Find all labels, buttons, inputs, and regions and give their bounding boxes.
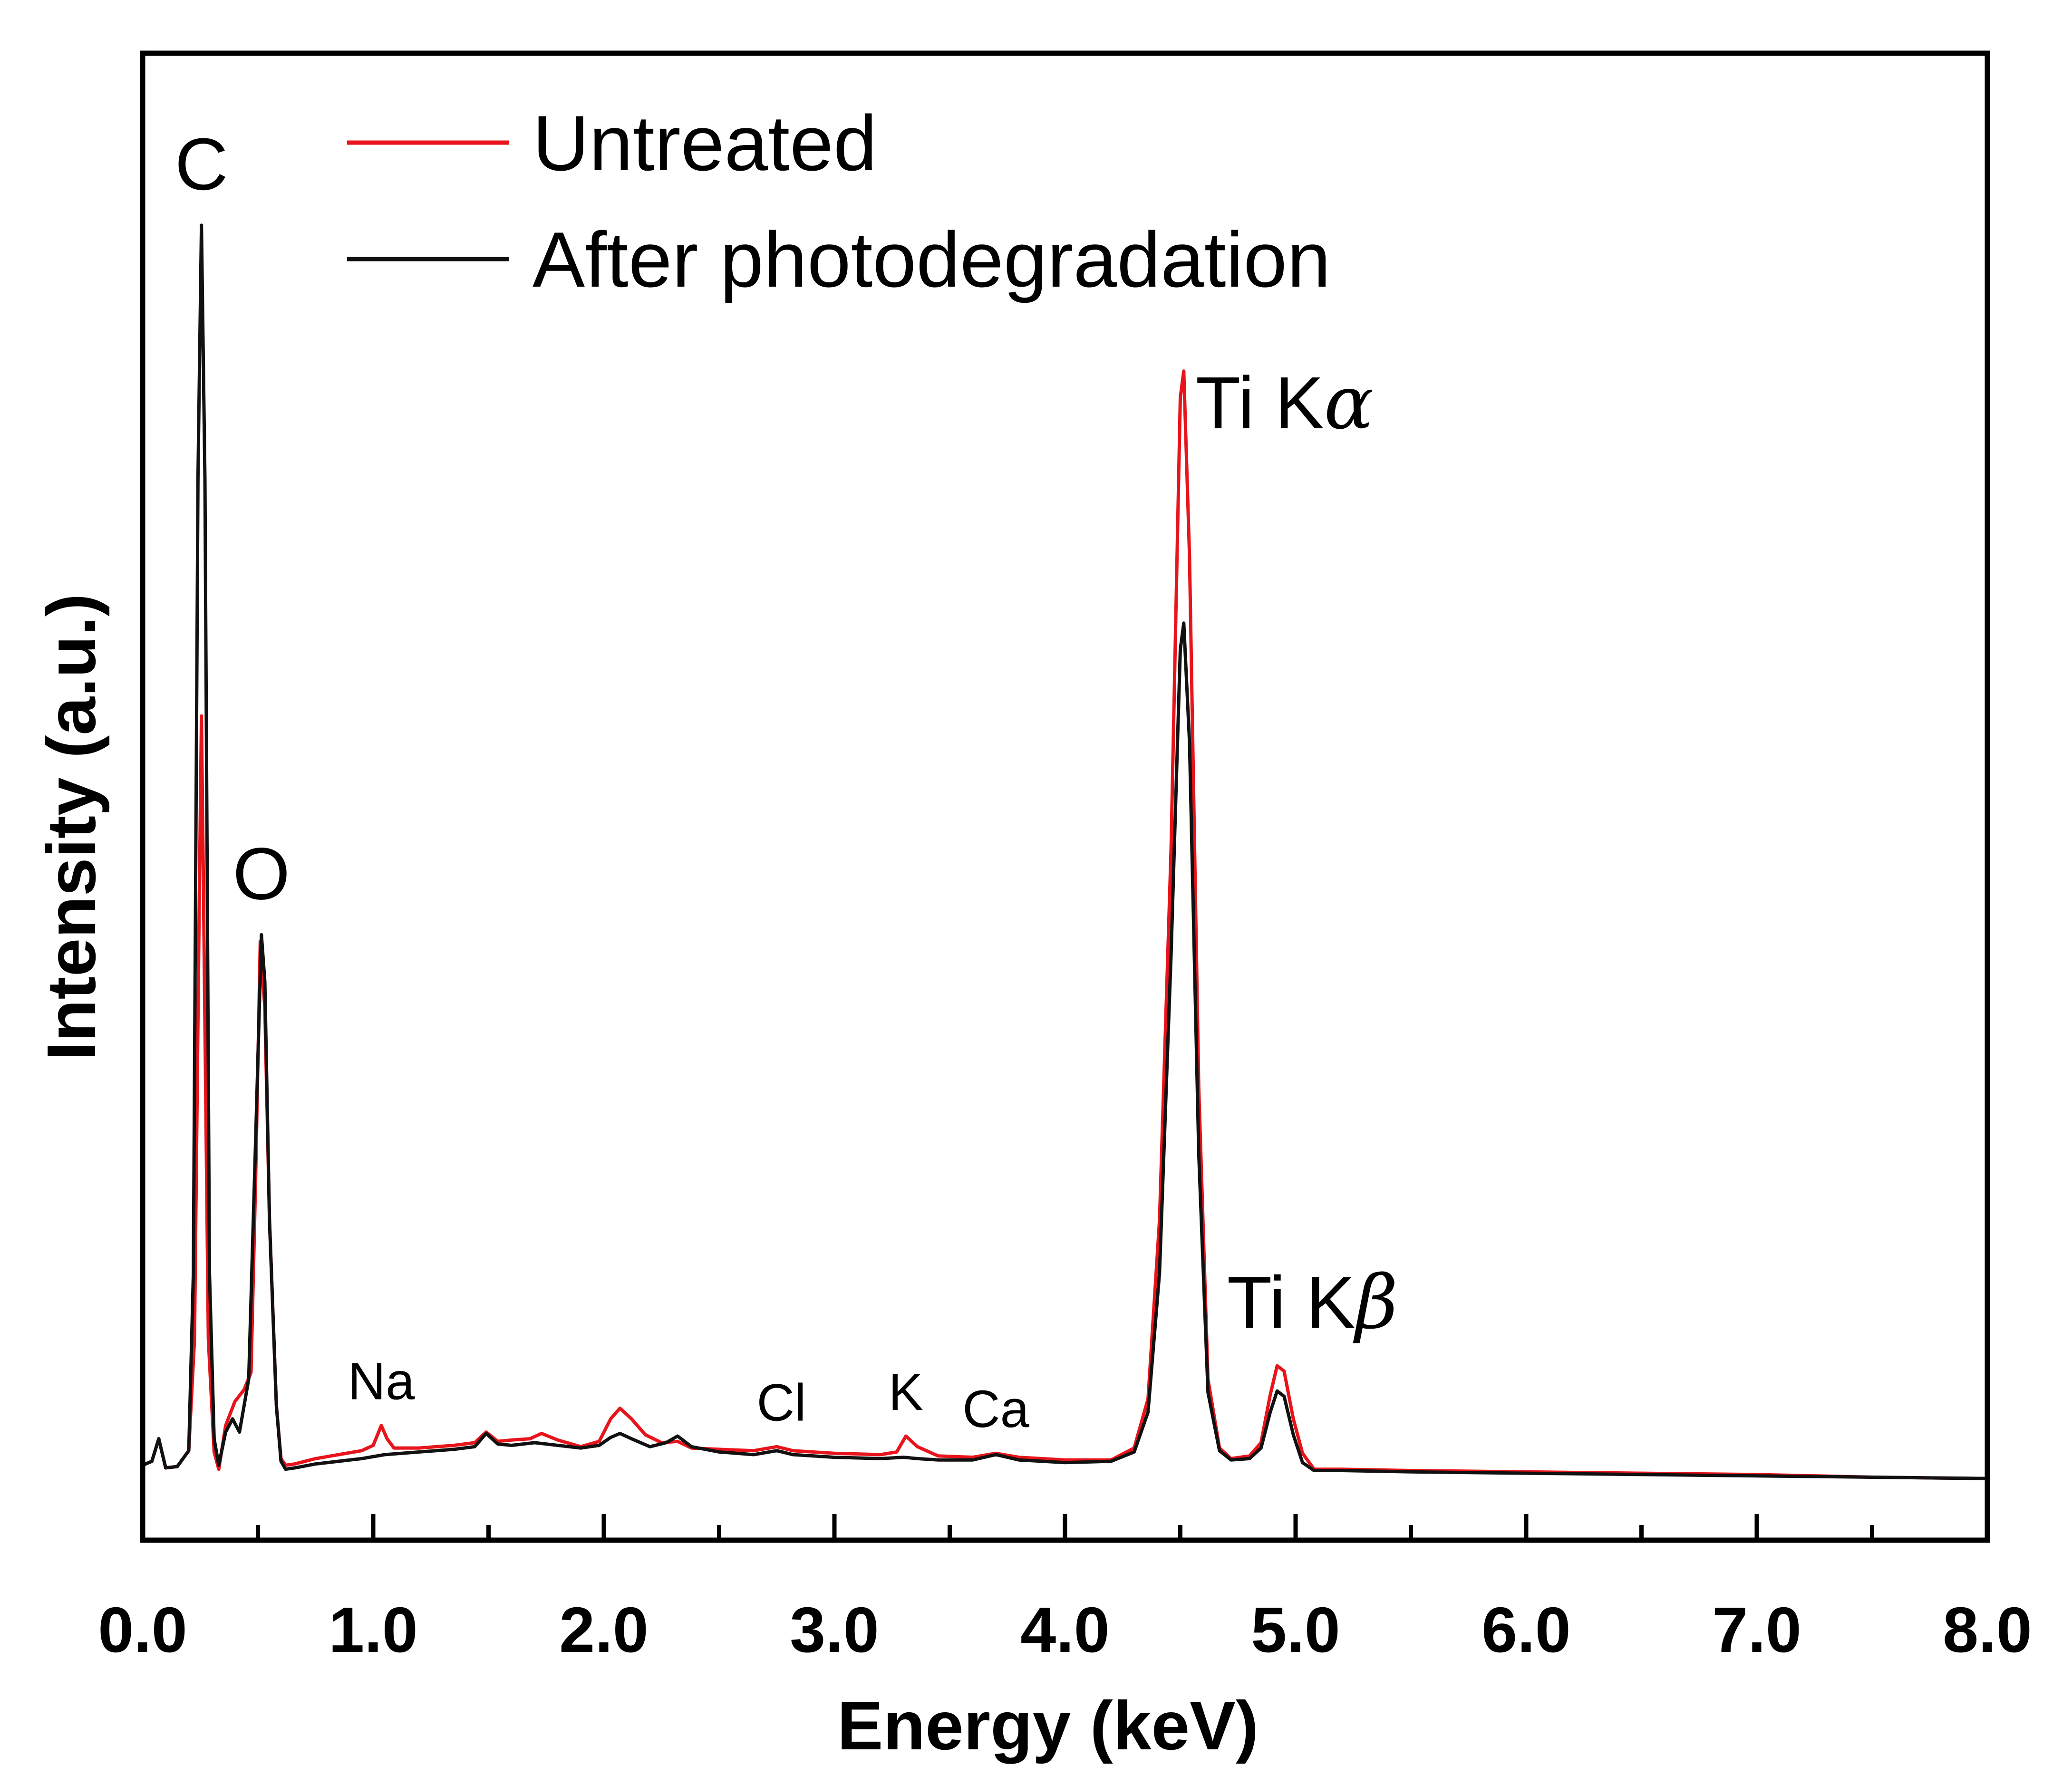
x-tick-label: 8.0 (1943, 1594, 2032, 1666)
series-line-after-photodegradation (141, 223, 1989, 1480)
x-tick-label: 3.0 (790, 1594, 879, 1666)
plot-frame (140, 50, 1990, 1543)
peak-label-k: K (889, 1363, 923, 1421)
x-tick-label: 1.0 (329, 1594, 418, 1666)
legend: Untreated After photodegradation (347, 99, 1331, 303)
y-axis-title: Intensity (a.u.) (33, 594, 110, 1061)
peak-label-ti-kb: Ti Kβ (1227, 1259, 1398, 1345)
x-tick-label: 0.0 (98, 1594, 187, 1666)
peak-label-ca: Ca (962, 1380, 1029, 1438)
peak-label-o: O (232, 832, 290, 915)
x-tick-label: 5.0 (1251, 1594, 1340, 1666)
peak-label-ti-kb-symbol: β (1353, 1259, 1398, 1345)
x-axis-title: Energy (keV) (837, 1687, 1259, 1764)
series-lines (141, 223, 1989, 1480)
legend-label-after-photodegradation: After photodegradation (533, 216, 1331, 303)
peak-label-ti-kb-prefix: Ti K (1227, 1261, 1356, 1343)
peak-annotations: C O Na Cl K Ca (175, 123, 1030, 1439)
peak-label-ti-ka-prefix: Ti K (1196, 362, 1324, 444)
peak-label-ti-ka-symbol: α (1324, 360, 1374, 446)
legend-label-untreated: Untreated (533, 99, 877, 187)
x-tick-label: 7.0 (1712, 1594, 1801, 1666)
x-tick-label: 4.0 (1020, 1594, 1110, 1666)
peak-label-c: C (175, 123, 228, 205)
peak-label-ti-ka: Ti Kα (1196, 360, 1374, 446)
x-tick-label: 6.0 (1481, 1594, 1571, 1666)
x-axis-tick-labels: 0.0 1.0 2.0 3.0 4.0 5.0 6.0 7.0 8.0 (98, 1594, 2032, 1666)
x-tick-label: 2.0 (559, 1594, 649, 1666)
peak-label-na: Na (348, 1352, 415, 1411)
peak-label-cl: Cl (757, 1373, 806, 1432)
